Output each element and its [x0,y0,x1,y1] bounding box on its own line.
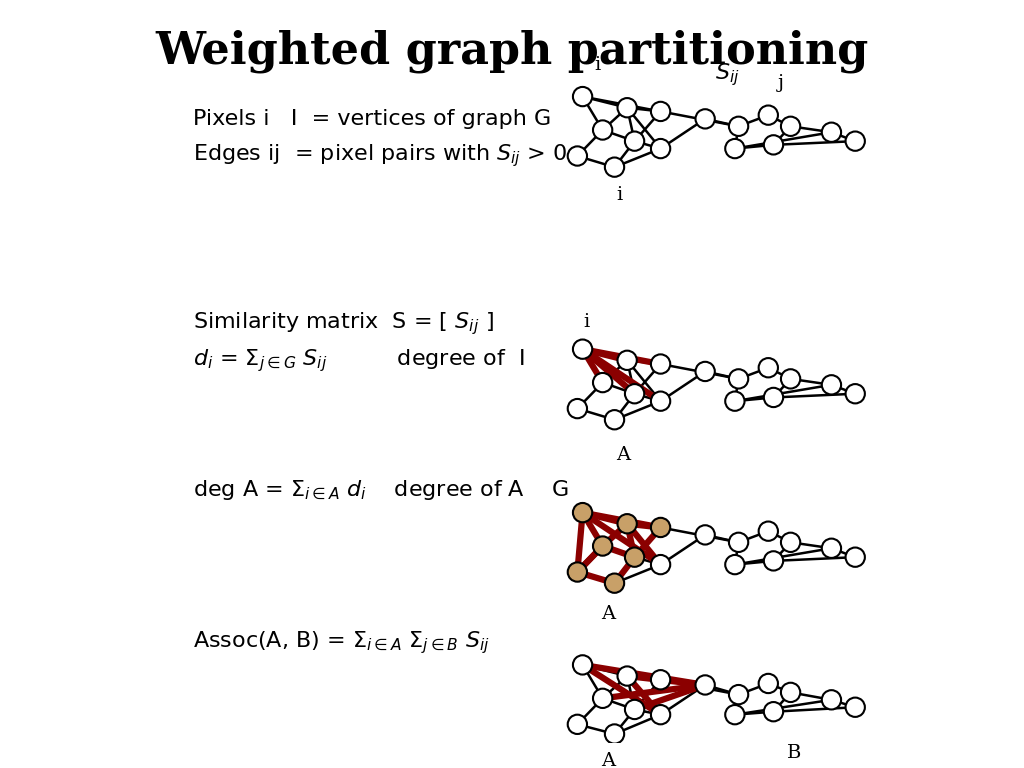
Text: Assoc(A, B) = $\Sigma_{i\in A}$ $\Sigma_{j\in B}$ $S_{ij}$: Assoc(A, B) = $\Sigma_{i\in A}$ $\Sigma_… [193,629,489,656]
Circle shape [846,384,865,403]
Circle shape [593,536,612,556]
Circle shape [651,555,671,574]
Circle shape [625,384,644,403]
Circle shape [725,555,744,574]
Circle shape [781,683,800,702]
Circle shape [572,655,592,674]
Circle shape [617,351,637,370]
Circle shape [605,724,625,743]
Circle shape [764,702,783,721]
Circle shape [781,533,800,552]
Circle shape [822,375,841,395]
Circle shape [759,358,778,377]
Circle shape [846,548,865,567]
Circle shape [725,392,744,411]
Circle shape [725,139,744,158]
Circle shape [567,399,587,419]
Circle shape [651,670,671,690]
Text: Edges ij  = pixel pairs with $S_{ij}$ > 0: Edges ij = pixel pairs with $S_{ij}$ > 0 [193,143,567,170]
Circle shape [567,147,587,166]
Text: Pixels i   I  = vertices of graph G: Pixels i I = vertices of graph G [193,109,551,129]
Circle shape [567,715,587,734]
Circle shape [764,135,783,154]
Circle shape [729,369,749,389]
Circle shape [651,354,671,374]
Text: deg A = $\Sigma_{i\in A}$ $d_i$    degree of A    G: deg A = $\Sigma_{i\in A}$ $d_i$ degree o… [193,478,568,502]
Text: A: A [616,445,631,464]
Circle shape [764,551,783,571]
Text: $S_{ij}$: $S_{ij}$ [715,61,739,88]
Circle shape [781,117,800,136]
Circle shape [822,690,841,710]
Circle shape [651,139,671,158]
Circle shape [759,105,778,125]
Circle shape [625,700,644,719]
Circle shape [759,674,778,694]
Circle shape [695,525,715,545]
Circle shape [605,157,625,177]
Circle shape [846,131,865,151]
Circle shape [822,538,841,558]
Circle shape [759,521,778,541]
Circle shape [617,514,637,534]
Text: Weighted graph partitioning: Weighted graph partitioning [156,30,868,73]
Circle shape [593,121,612,140]
Text: A: A [601,752,615,768]
Text: j: j [778,74,784,92]
Circle shape [617,667,637,686]
Text: A: A [601,605,615,624]
Text: i: i [583,313,590,330]
Circle shape [572,503,592,522]
Circle shape [822,123,841,142]
Circle shape [695,675,715,694]
Circle shape [695,109,715,128]
Circle shape [593,373,612,392]
Text: i: i [594,56,600,74]
Circle shape [729,685,749,704]
Circle shape [846,697,865,717]
Circle shape [764,388,783,407]
Text: i: i [616,186,623,204]
Circle shape [651,392,671,411]
Circle shape [625,548,644,567]
Circle shape [605,410,625,429]
Circle shape [625,131,644,151]
Circle shape [572,87,592,106]
Circle shape [605,574,625,593]
Circle shape [651,518,671,537]
Text: B: B [787,744,802,763]
Circle shape [651,705,671,724]
Circle shape [617,98,637,118]
Circle shape [695,362,715,381]
Text: $d_i$ = $\Sigma_{j\in G}$ $S_{ij}$          degree of  I: $d_i$ = $\Sigma_{j\in G}$ $S_{ij}$ degre… [193,347,524,374]
Circle shape [567,562,587,581]
Circle shape [651,102,671,121]
Circle shape [572,339,592,359]
Circle shape [729,117,749,136]
Circle shape [729,533,749,552]
Circle shape [725,705,744,724]
Circle shape [781,369,800,389]
Text: Similarity matrix  S = [ $S_{ij}$ ]: Similarity matrix S = [ $S_{ij}$ ] [193,310,494,336]
Circle shape [593,689,612,708]
